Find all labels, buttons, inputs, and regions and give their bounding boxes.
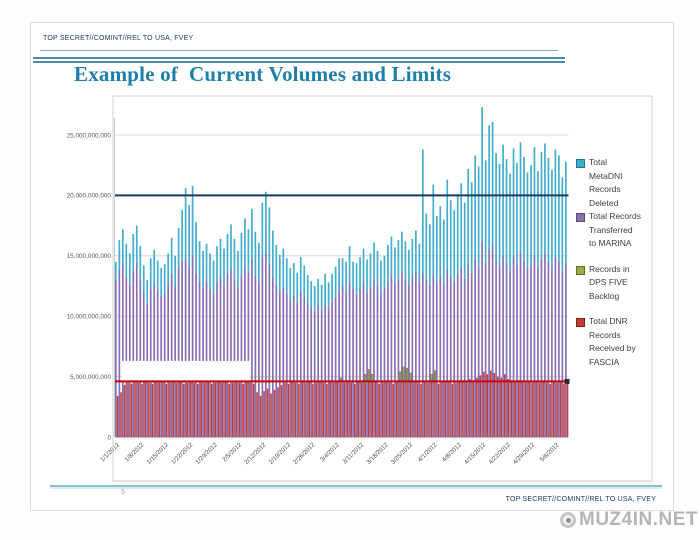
footer-rule	[50, 485, 662, 489]
svg-text:15,000,000,000: 15,000,000,000	[67, 253, 112, 260]
chart-border	[112, 95, 653, 482]
watermark-text: MUZ4IN.NET	[579, 509, 698, 530]
bars-group	[115, 107, 569, 437]
watermark: MUZ4IN.NET	[560, 509, 698, 531]
legend-label: Records in DPS FIVE Backlog	[589, 263, 630, 301]
legend-item-1: Total MetaDNI Records Deleted	[576, 156, 650, 210]
svg-text:25,000,000,000: 25,000,000,000	[67, 132, 112, 139]
legend-item-3: Records in DPS FIVE Backlog	[576, 263, 650, 304]
legend-label: Total MetaDNI Records Deleted	[589, 157, 623, 208]
classification-banner-top: TOP SECRET//COMINT//REL TO USA, FVEY	[43, 35, 194, 42]
chart-legend: Total MetaDNI Records Deleted Total Records T…	[576, 156, 650, 381]
svg-text:20,000,000,000: 20,000,000,000	[67, 193, 112, 200]
svg-text:10,000,000,000: 10,000,000,000	[67, 314, 112, 321]
header-rule-double-bottom	[33, 61, 565, 63]
legend-label: Total DNR Records Received by FASCIA	[589, 316, 636, 367]
legend-label: Total Records Transferred to MARINA	[589, 211, 641, 248]
limit-line-end-marker	[564, 378, 570, 384]
legend-item-2: Total Records Transferred to MARINA	[576, 210, 650, 251]
redaction-box	[121, 360, 250, 381]
svg-text:0: 0	[107, 434, 111, 441]
target-circle-icon	[560, 512, 576, 528]
legend-swatch-icon	[576, 159, 585, 168]
chart-canvas: 0 5,000,000,000 10,000,000,000 15,000,000,0…	[67, 95, 653, 482]
page-number: 5	[121, 489, 125, 496]
legend-swatch-icon	[576, 213, 585, 222]
legend-swatch-icon	[576, 318, 585, 327]
header-rule-double-top	[33, 57, 565, 59]
header-rule-thin	[40, 50, 558, 51]
legend-swatch-icon	[576, 265, 585, 275]
svg-text:5,000,000,000: 5,000,000,000	[70, 374, 111, 381]
legend-item-4: Total DNR Records Received by FASCIA	[576, 315, 650, 369]
classification-banner-bottom: TOP SECRET//COMINT//REL TO USA, FVEY	[505, 496, 656, 503]
page-title: Example of Current Volumes and Limits	[74, 62, 452, 86]
